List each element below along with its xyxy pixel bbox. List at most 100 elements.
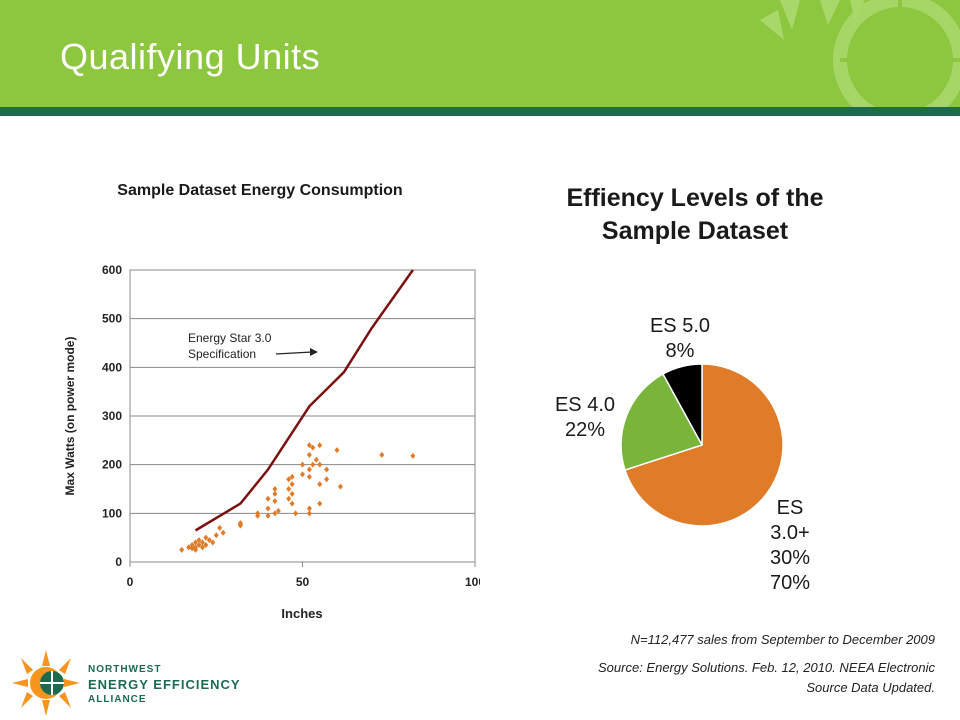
scatter-point bbox=[317, 461, 323, 468]
pie-slices bbox=[620, 363, 784, 527]
scatter-point bbox=[272, 498, 278, 505]
logo-line1: NORTHWEST bbox=[88, 664, 162, 675]
scatter-point bbox=[286, 495, 292, 502]
y-tick-label: 0 bbox=[115, 555, 122, 569]
pie-slice-es-5-0 bbox=[661, 363, 703, 446]
x-tick-label: 100 bbox=[465, 575, 480, 589]
spec-line bbox=[194, 269, 414, 532]
scatter-point bbox=[179, 546, 185, 553]
logo-line3: ALLIANCE bbox=[88, 694, 147, 705]
scatter-point bbox=[193, 546, 199, 553]
scatter-point bbox=[265, 495, 271, 502]
scatter-chart: 0 100 200 300 400 500 600 0 50 100 Energy Star 3.… bbox=[63, 263, 480, 621]
scatter-point bbox=[289, 500, 295, 507]
pie-label-es3-name-b: 3.0+ bbox=[770, 522, 810, 544]
y-axis-label: Max Watts (on power mode) bbox=[63, 337, 77, 496]
scatter-point bbox=[272, 490, 278, 497]
scatter-point bbox=[313, 456, 319, 463]
neea-sun-logo bbox=[12, 650, 80, 716]
pie-slice-es-4-0 bbox=[620, 373, 704, 471]
scatter-point bbox=[337, 483, 343, 490]
y-tick-label: 100 bbox=[102, 506, 122, 520]
scatter-point bbox=[186, 544, 192, 551]
x-tick-label: 0 bbox=[127, 575, 134, 589]
scatter-point bbox=[199, 544, 205, 551]
pie-label-es3-extra: 30% bbox=[769, 547, 811, 569]
logo-line2: ENERGY EFFICIENCY bbox=[88, 677, 241, 692]
scatter-point bbox=[306, 505, 312, 512]
scatter-points bbox=[179, 442, 416, 553]
pie-label-es4: ES 4.0 22% bbox=[535, 393, 635, 443]
scatter-point bbox=[306, 510, 312, 517]
scatter-point bbox=[410, 452, 416, 459]
scatter-point bbox=[217, 524, 223, 531]
spec-annotation-line2: Specification bbox=[188, 347, 256, 361]
scatter-point bbox=[300, 461, 305, 468]
x-axis-label: Inches bbox=[281, 606, 322, 621]
y-tick-label: 300 bbox=[102, 409, 122, 423]
source-note-line2: Source Data Updated. bbox=[806, 680, 935, 695]
scatter-point bbox=[203, 541, 209, 548]
scatter-point bbox=[317, 442, 323, 449]
scatter-chart-title: Sample Dataset Energy Consumption bbox=[117, 182, 403, 199]
y-tick-label: 400 bbox=[102, 360, 122, 374]
spec-annotation-line1: Energy Star 3.0 bbox=[188, 331, 272, 345]
scatter-point bbox=[286, 476, 292, 483]
scatter-point bbox=[306, 451, 312, 458]
axis-ticks: 0 100 200 300 400 500 600 0 50 100 bbox=[102, 263, 480, 589]
scatter-point bbox=[189, 541, 195, 548]
scatter-point bbox=[255, 512, 261, 519]
scatter-point bbox=[379, 451, 385, 458]
scatter-point bbox=[334, 447, 340, 454]
pie-label-es5-percent: 8% bbox=[665, 340, 695, 362]
scatter-point bbox=[206, 537, 212, 544]
source-note-line1: Source: Energy Solutions. Feb. 12, 2010.… bbox=[598, 660, 935, 675]
scatter-point bbox=[300, 471, 305, 478]
scatter-point bbox=[293, 510, 299, 517]
scatter-point bbox=[317, 481, 323, 488]
scatter-point bbox=[213, 532, 219, 539]
slide-title: Qualifying Units bbox=[60, 36, 321, 77]
scatter-point bbox=[306, 442, 312, 449]
pie-label-es5: ES 5.0 8% bbox=[630, 314, 730, 364]
pie-chart-title: Effiency Levels of the Sample Dataset bbox=[566, 184, 824, 245]
scatter-point bbox=[275, 507, 281, 514]
scatter-point bbox=[310, 461, 316, 468]
scatter-point bbox=[265, 512, 271, 519]
scatter-point bbox=[289, 473, 295, 480]
scatter-point bbox=[324, 476, 330, 483]
sun-logo-decoration bbox=[760, 0, 960, 107]
scatter-point bbox=[306, 466, 312, 473]
header-stripe bbox=[0, 107, 960, 116]
pie-label-es4-name: ES 4.0 bbox=[554, 394, 616, 416]
x-tick-label: 50 bbox=[296, 575, 310, 589]
pie-label-es3-percent: 70% bbox=[769, 572, 811, 594]
sample-size-note: N=112,477 sales from September to Decemb… bbox=[630, 632, 935, 647]
pie-chart bbox=[620, 363, 784, 527]
scatter-point bbox=[193, 539, 199, 546]
neea-logo-text: NORTHWEST ENERGY EFFICIENCY ALLIANCE bbox=[88, 662, 241, 707]
annotation-arrowhead bbox=[310, 348, 318, 356]
scatter-point bbox=[265, 505, 271, 512]
pie-label-es3-name-a: ES bbox=[776, 497, 804, 519]
pie-label-es4-percent: 22% bbox=[564, 419, 606, 441]
y-tick-label: 600 bbox=[102, 263, 122, 277]
title-banner: Qualifying Units bbox=[0, 0, 960, 107]
scatter-point bbox=[306, 473, 312, 480]
scatter-point bbox=[310, 444, 316, 451]
scatter-point bbox=[286, 486, 292, 492]
scatter-point bbox=[272, 486, 278, 492]
scatter-point bbox=[317, 500, 323, 507]
scatter-point bbox=[196, 541, 202, 548]
source-note: Source: Energy Solutions. Feb. 12, 2010.… bbox=[515, 658, 935, 698]
y-tick-label: 500 bbox=[102, 312, 122, 326]
scatter-point bbox=[196, 537, 202, 544]
scatter-point bbox=[237, 521, 243, 528]
scatter-point bbox=[210, 539, 216, 546]
y-tick-label: 200 bbox=[102, 458, 122, 472]
scatter-point bbox=[203, 534, 209, 541]
scatter-point bbox=[324, 466, 330, 473]
pie-label-es5-name: ES 5.0 bbox=[649, 315, 711, 337]
pie-slice-es-3-0 bbox=[624, 363, 784, 527]
annotation-arrow-line bbox=[275, 351, 313, 355]
